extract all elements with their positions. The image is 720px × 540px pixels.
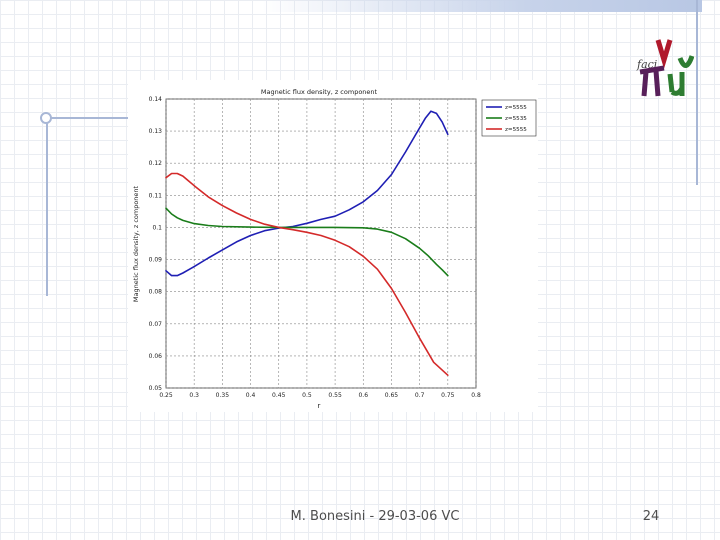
- series-line-1: [165, 207, 449, 277]
- grid-lines: [165, 98, 477, 389]
- faci-logo: faci: [636, 38, 695, 100]
- x-tick-label: 0.5: [302, 392, 312, 399]
- decor-right-line: [696, 0, 698, 185]
- x-tick-label: 0.45: [272, 392, 286, 399]
- x-tick-label: 0.75: [441, 392, 455, 399]
- chart-title: Magnetic flux density, z component: [261, 88, 378, 96]
- chart-svg: Magnetic flux density, z component 0.25 0…: [132, 88, 537, 410]
- legend: z=5555 z=5535 z=5555: [481, 99, 537, 137]
- y-tick-label: 0.08: [149, 289, 163, 296]
- tick-labels: 0.25 0.3 0.35 0.4 0.45 0.5 0.55 0.6 0.65 0.7 0.75 0…: [149, 96, 481, 399]
- x-tick-label: 0.4: [246, 392, 256, 399]
- y-tick-label: 0.1: [152, 224, 162, 231]
- decor-horizontal-line: [42, 117, 128, 119]
- x-tick-label: 0.25: [159, 392, 173, 399]
- x-axis-label: r: [318, 402, 321, 410]
- y-tick-label: 0.14: [149, 96, 163, 103]
- y-tick-label: 0.05: [149, 385, 163, 392]
- page-number: 24: [642, 509, 660, 524]
- x-tick-label: 0.35: [216, 392, 230, 399]
- x-tick-label: 0.3: [189, 392, 199, 399]
- legend-label-1: z=5535: [505, 116, 527, 122]
- top-gradient-bar: [262, 0, 702, 12]
- series-line-0: [165, 110, 449, 277]
- y-tick-label: 0.11: [149, 192, 163, 199]
- x-tick-label: 0.8: [471, 392, 481, 399]
- legend-label-2: z=5555: [505, 127, 527, 133]
- y-tick-label: 0.06: [149, 353, 163, 360]
- x-tick-label: 0.65: [385, 392, 399, 399]
- flux-density-chart: Magnetic flux density, z component 0.25 0…: [128, 80, 538, 412]
- decor-vertical-line: [46, 118, 48, 296]
- x-tick-label: 0.55: [328, 392, 342, 399]
- y-tick-label: 0.09: [149, 257, 163, 264]
- x-tick-label: 0.6: [358, 392, 368, 399]
- y-tick-label: 0.13: [149, 128, 163, 135]
- y-tick-label: 0.12: [149, 160, 163, 167]
- plot-area: [165, 98, 477, 389]
- x-tick-label: 0.7: [415, 392, 425, 399]
- decor-circle: [40, 112, 52, 124]
- footer-text: M. Bonesini - 29-03-06 VC: [290, 509, 460, 524]
- series-line-2: [165, 172, 449, 377]
- y-tick-label: 0.07: [149, 321, 163, 328]
- legend-label-0: z=5555: [505, 105, 527, 111]
- series-lines: [165, 110, 449, 377]
- y-axis-label: Magnetic flux density, z component: [132, 185, 140, 302]
